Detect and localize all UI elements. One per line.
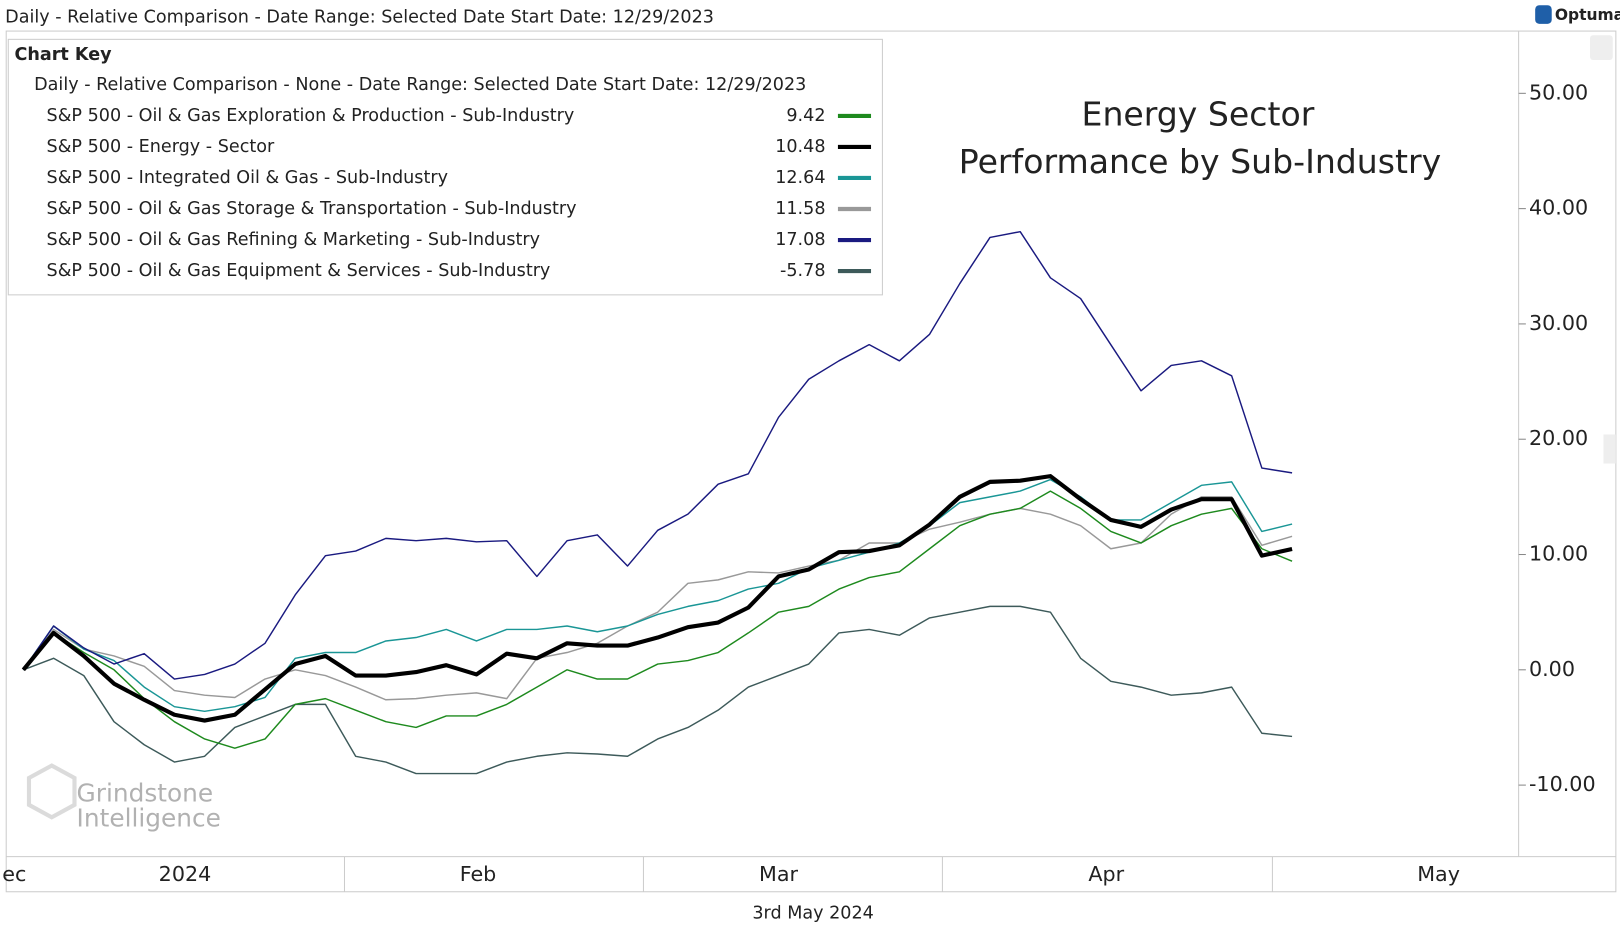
y-tick-label: 30.00 (1529, 311, 1588, 335)
y-tick-label: 10.00 (1529, 542, 1588, 566)
legend-label: S&P 500 - Integrated Oil & Gas - Sub-Ind… (47, 168, 448, 188)
y-tick-label: 40.00 (1529, 196, 1588, 220)
legend-label: S&P 500 - Oil & Gas Refining & Marketing… (47, 230, 540, 250)
y-tick-label: -10.00 (1529, 772, 1596, 796)
side-toggle[interactable] (1603, 434, 1616, 464)
footer-date: 3rd May 2024 (752, 903, 874, 923)
series-line (22, 230, 1293, 680)
plot (21, 230, 1293, 775)
series-line (22, 496, 1293, 701)
x-tick-label: ec (2, 862, 26, 886)
x-tick-label: Mar (759, 862, 799, 886)
y-tick-label: 0.00 (1529, 657, 1575, 681)
legend-value: 9.42 (786, 106, 825, 126)
legend-label: S&P 500 - Oil & Gas Storage & Transporta… (47, 199, 577, 219)
header: Daily - Relative Comparison - Date Range… (5, 8, 714, 28)
brand: Optuma (1555, 6, 1620, 24)
lock-button[interactable] (1590, 35, 1613, 61)
x-tick-label: Feb (460, 862, 497, 886)
series-line (23, 605, 1293, 775)
x-tick-label: May (1417, 862, 1460, 886)
y-tick-label: 50.00 (1529, 80, 1588, 104)
series-line (22, 490, 1293, 749)
y-tick-label: 20.00 (1529, 426, 1588, 450)
legend-label: S&P 500 - Oil & Gas Exploration & Produc… (47, 106, 575, 126)
watermark: Grindstone Intelligence (26, 763, 221, 832)
series-line (21, 474, 1293, 723)
watermark-text: Grindstone (77, 779, 214, 808)
chart-subtitle: Performance by Sub-Industry (959, 142, 1441, 181)
legend-box (7, 38, 883, 296)
month-separators (343, 856, 1273, 892)
legend-value: 11.58 (775, 199, 825, 219)
chart-title: Energy Sector (1082, 94, 1315, 133)
x-tick-label: 2024 (159, 862, 212, 886)
legend-label: S&P 500 - Energy - Sector (47, 137, 275, 157)
legend-value: -5.78 (780, 261, 825, 281)
legend-label: S&P 500 - Oil & Gas Equipment & Services… (47, 261, 551, 281)
legend-value: 17.08 (775, 230, 825, 250)
legend-title: Chart Key (14, 45, 112, 65)
brand-logo (1535, 5, 1552, 24)
x-tick-label: Apr (1088, 862, 1124, 886)
legend-value: 10.48 (775, 137, 825, 157)
legend-value: 12.64 (775, 168, 825, 188)
watermark-text: Intelligence (77, 803, 221, 832)
legend-subtitle: Daily - Relative Comparison - None - Dat… (34, 75, 806, 95)
